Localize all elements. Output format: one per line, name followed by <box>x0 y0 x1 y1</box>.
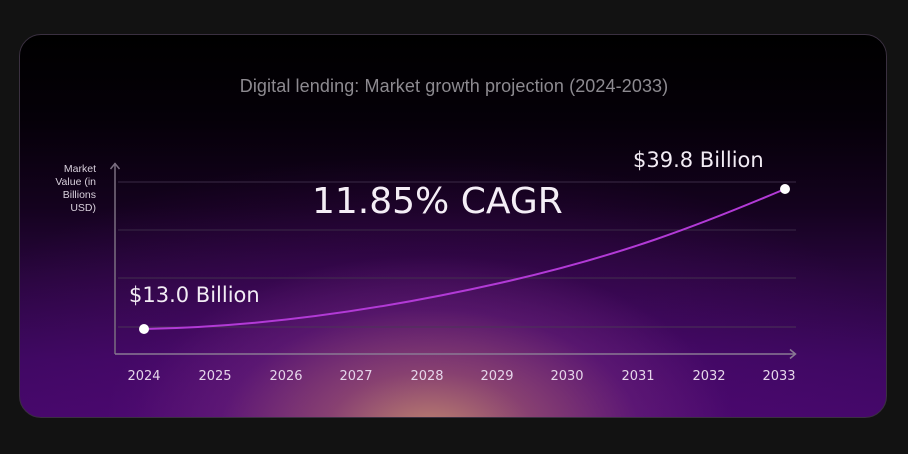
x-tick: 2026 <box>269 369 303 384</box>
cagr-headline: 11.85% CAGR <box>312 181 563 222</box>
y-axis-label-line: Value (in <box>55 176 96 188</box>
x-tick: 2030 <box>550 369 584 384</box>
end-point <box>780 184 790 194</box>
y-axis-label: Market Value (in Billions USD) <box>40 163 96 215</box>
x-tick: 2033 <box>762 369 796 384</box>
y-axis <box>109 162 121 354</box>
x-tick: 2029 <box>480 369 514 384</box>
x-tick: 2025 <box>198 369 232 384</box>
y-axis-arrow-icon <box>109 162 121 170</box>
start-point <box>139 324 149 334</box>
series-line <box>143 188 786 330</box>
y-axis-label-line: Billions <box>62 189 96 201</box>
x-tick: 2024 <box>127 369 161 384</box>
x-tick: 2028 <box>410 369 444 384</box>
chart-title: Digital lending: Market growth projectio… <box>239 76 669 96</box>
end-value-label: $39.8 Billion <box>633 148 764 172</box>
x-tick: 2032 <box>692 369 726 384</box>
x-tick: 2031 <box>621 369 655 384</box>
x-tick: 2027 <box>339 369 373 384</box>
y-axis-label-line: USD) <box>70 202 96 214</box>
x-axis <box>115 348 797 360</box>
y-axis-label-line: Market <box>63 163 96 175</box>
start-value-label: $13.0 Billion <box>129 283 260 307</box>
x-axis-arrow-icon <box>789 348 797 360</box>
